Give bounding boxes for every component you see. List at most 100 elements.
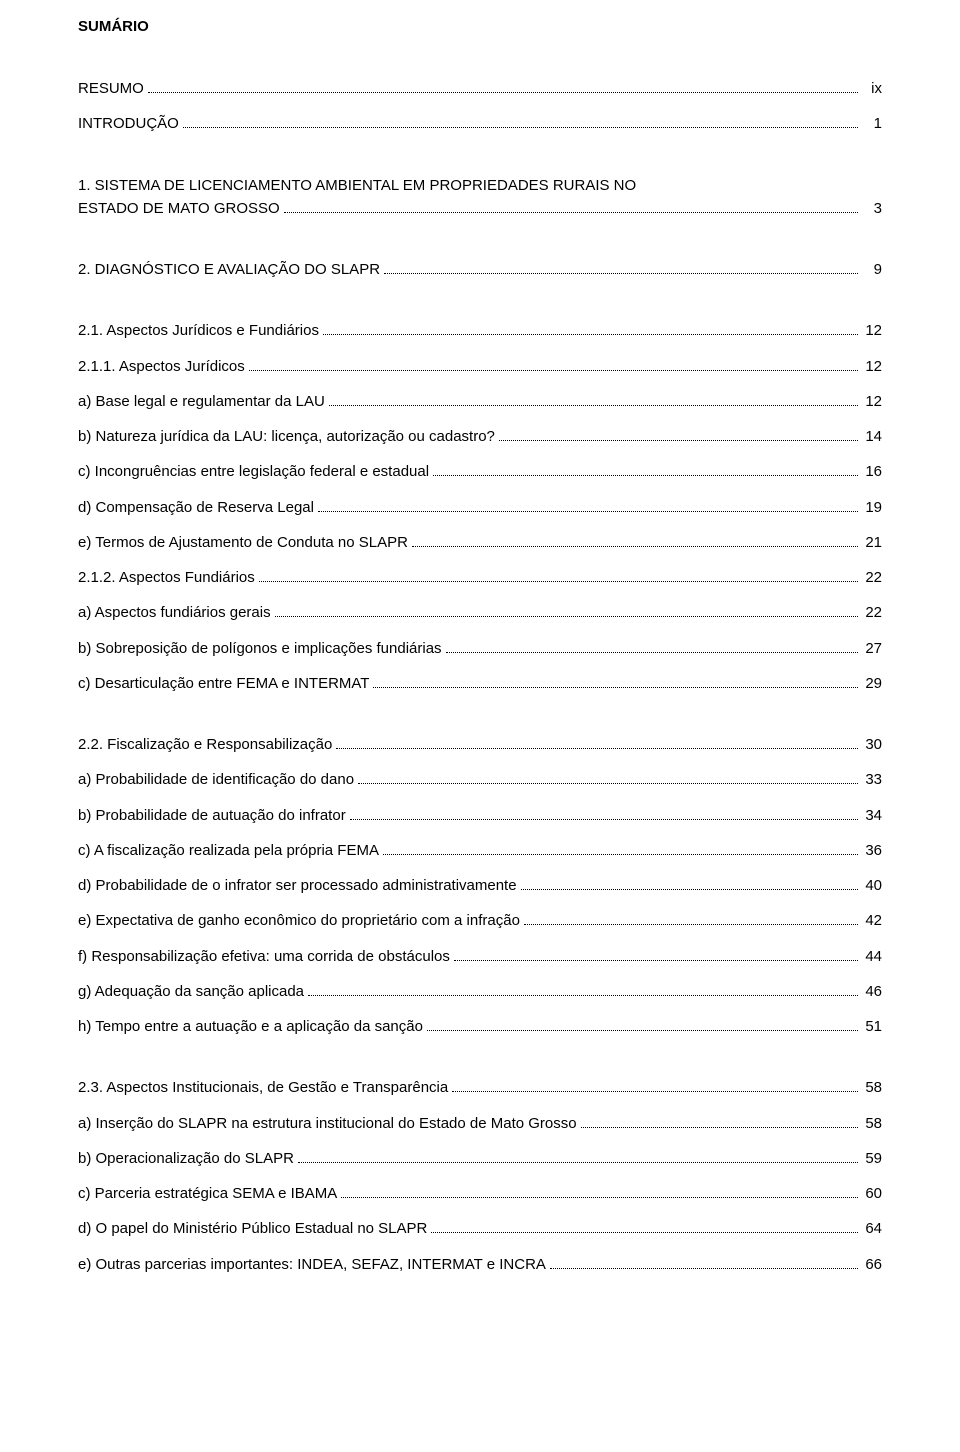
toc-entry: b) Operacionalização do SLAPR59: [78, 1147, 882, 1170]
toc-page: 40: [862, 874, 882, 897]
toc-page: 34: [862, 804, 882, 827]
toc-entry: e) Outras parcerias importantes: INDEA, …: [78, 1253, 882, 1276]
toc-leader: [336, 748, 858, 749]
toc-label: 2.3. Aspectos Institucionais, de Gestão …: [78, 1076, 448, 1099]
toc-label: 2.2. Fiscalização e Responsabilização: [78, 733, 332, 756]
toc-entry: d) Probabilidade de o infrator ser proce…: [78, 874, 882, 897]
toc-page: 51: [862, 1015, 882, 1038]
toc-page: 22: [862, 601, 882, 624]
toc-leader: [454, 960, 858, 961]
toc-label: e) Expectativa de ganho econômico do pro…: [78, 909, 520, 932]
toc-entry: 2.2. Fiscalização e Responsabilização 30: [78, 733, 882, 756]
toc-leader: [148, 92, 858, 93]
toc-page: 12: [862, 355, 882, 378]
toc-page: 44: [862, 945, 882, 968]
toc-leader: [550, 1268, 858, 1269]
toc-label: e) Outras parcerias importantes: INDEA, …: [78, 1253, 546, 1276]
toc-entry: RESUMO ix: [78, 77, 882, 100]
toc-page: 30: [862, 733, 882, 756]
toc-leader: [427, 1030, 858, 1031]
toc-entry: b) Natureza jurídica da LAU: licença, au…: [78, 425, 882, 448]
toc-page: 9: [862, 258, 882, 281]
toc-page: 3: [862, 197, 882, 220]
toc-label: c) Desarticulação entre FEMA e INTERMAT: [78, 672, 369, 695]
toc-label: 2.1.1. Aspectos Jurídicos: [78, 355, 245, 378]
toc-leader: [318, 511, 858, 512]
toc-label: RESUMO: [78, 77, 144, 100]
toc-page: 60: [862, 1182, 882, 1205]
toc-leader: [499, 440, 858, 441]
toc-entry: 2.1. Aspectos Jurídicos e Fundiários12: [78, 319, 882, 342]
toc-entry: c) A fiscalização realizada pela própria…: [78, 839, 882, 862]
toc-page: 12: [862, 319, 882, 342]
toc-page: ix: [862, 77, 882, 100]
toc-leader: [524, 924, 858, 925]
toc-label: c) Parceria estratégica SEMA e IBAMA: [78, 1182, 337, 1205]
toc-gap: [78, 293, 882, 319]
toc-leader: [298, 1162, 858, 1163]
toc-page: 22: [862, 566, 882, 589]
toc-leader: [373, 687, 858, 688]
toc-label: g) Adequação da sanção aplicada: [78, 980, 304, 1003]
toc-label: a) Probabilidade de identificação do dan…: [78, 768, 354, 791]
toc-leader: [275, 616, 858, 617]
toc-title: SUMÁRIO: [78, 18, 882, 35]
toc-leader: [183, 127, 858, 128]
toc-page: 1: [862, 112, 882, 135]
toc-label: c) A fiscalização realizada pela própria…: [78, 839, 379, 862]
toc-page: 59: [862, 1147, 882, 1170]
toc-leader: [284, 212, 858, 213]
toc-page: 58: [862, 1076, 882, 1099]
toc-leader: [308, 995, 858, 996]
toc-gap: [78, 148, 882, 174]
toc-leader: [521, 889, 858, 890]
toc-container: RESUMO ix INTRODUÇÃO 1 1. SISTEMA DE LICENCI…: [78, 77, 882, 1276]
toc-entry: 1. SISTEMA DE LICENCIAMENTO AMBIENTAL EM…: [78, 174, 882, 197]
toc-entry: e) Expectativa de ganho econômico do pro…: [78, 909, 882, 932]
toc-page: 12: [862, 390, 882, 413]
toc-entry: 2.1.2. Aspectos Fundiários 22: [78, 566, 882, 589]
toc-leader: [433, 475, 858, 476]
toc-entry: a) Aspectos fundiários gerais22: [78, 601, 882, 624]
toc-page: 46: [862, 980, 882, 1003]
toc-leader: [323, 334, 858, 335]
toc-label: b) Natureza jurídica da LAU: licença, au…: [78, 425, 495, 448]
toc-leader: [383, 854, 858, 855]
toc-leader: [358, 783, 858, 784]
toc-label: a) Inserção do SLAPR na estrutura instit…: [78, 1112, 577, 1135]
toc-entry: a) Base legal e regulamentar da LAU 12: [78, 390, 882, 413]
toc-gap: [78, 1050, 882, 1076]
toc-entry: a) Probabilidade de identificação do dan…: [78, 768, 882, 791]
toc-label: h) Tempo entre a autuação e a aplicação …: [78, 1015, 423, 1038]
toc-page: 21: [862, 531, 882, 554]
toc-label: d) Compensação de Reserva Legal: [78, 496, 314, 519]
toc-leader: [384, 273, 858, 274]
toc-label: c) Incongruências entre legislação feder…: [78, 460, 429, 483]
toc-entry: d) O papel do Ministério Público Estadua…: [78, 1217, 882, 1240]
toc-gap: [78, 232, 882, 258]
toc-leader: [452, 1091, 858, 1092]
toc-label: 2. DIAGNÓSTICO E AVALIAÇÃO DO SLAPR: [78, 258, 380, 281]
toc-label: f) Responsabilização efetiva: uma corrid…: [78, 945, 450, 968]
toc-entry: 2.3. Aspectos Institucionais, de Gestão …: [78, 1076, 882, 1099]
toc-leader: [329, 405, 858, 406]
toc-entry: b) Probabilidade de autuação do infrator…: [78, 804, 882, 827]
toc-page: 19: [862, 496, 882, 519]
toc-label: a) Base legal e regulamentar da LAU: [78, 390, 325, 413]
toc-label: b) Probabilidade de autuação do infrator: [78, 804, 346, 827]
toc-leader: [431, 1232, 858, 1233]
toc-entry: c) Desarticulação entre FEMA e INTERMAT 2…: [78, 672, 882, 695]
toc-entry: h) Tempo entre a autuação e a aplicação …: [78, 1015, 882, 1038]
toc-leader: [249, 370, 858, 371]
toc-entry: b) Sobreposição de polígonos e implicaçõ…: [78, 637, 882, 660]
toc-entry: f) Responsabilização efetiva: uma corrid…: [78, 945, 882, 968]
toc-page: 36: [862, 839, 882, 862]
toc-leader: [412, 546, 858, 547]
toc-page: 66: [862, 1253, 882, 1276]
toc-label: INTRODUÇÃO: [78, 112, 179, 135]
toc-label: 2.1.2. Aspectos Fundiários: [78, 566, 255, 589]
toc-leader: [341, 1197, 858, 1198]
toc-page: 29: [862, 672, 882, 695]
toc-page: 42: [862, 909, 882, 932]
toc-gap: [78, 707, 882, 733]
